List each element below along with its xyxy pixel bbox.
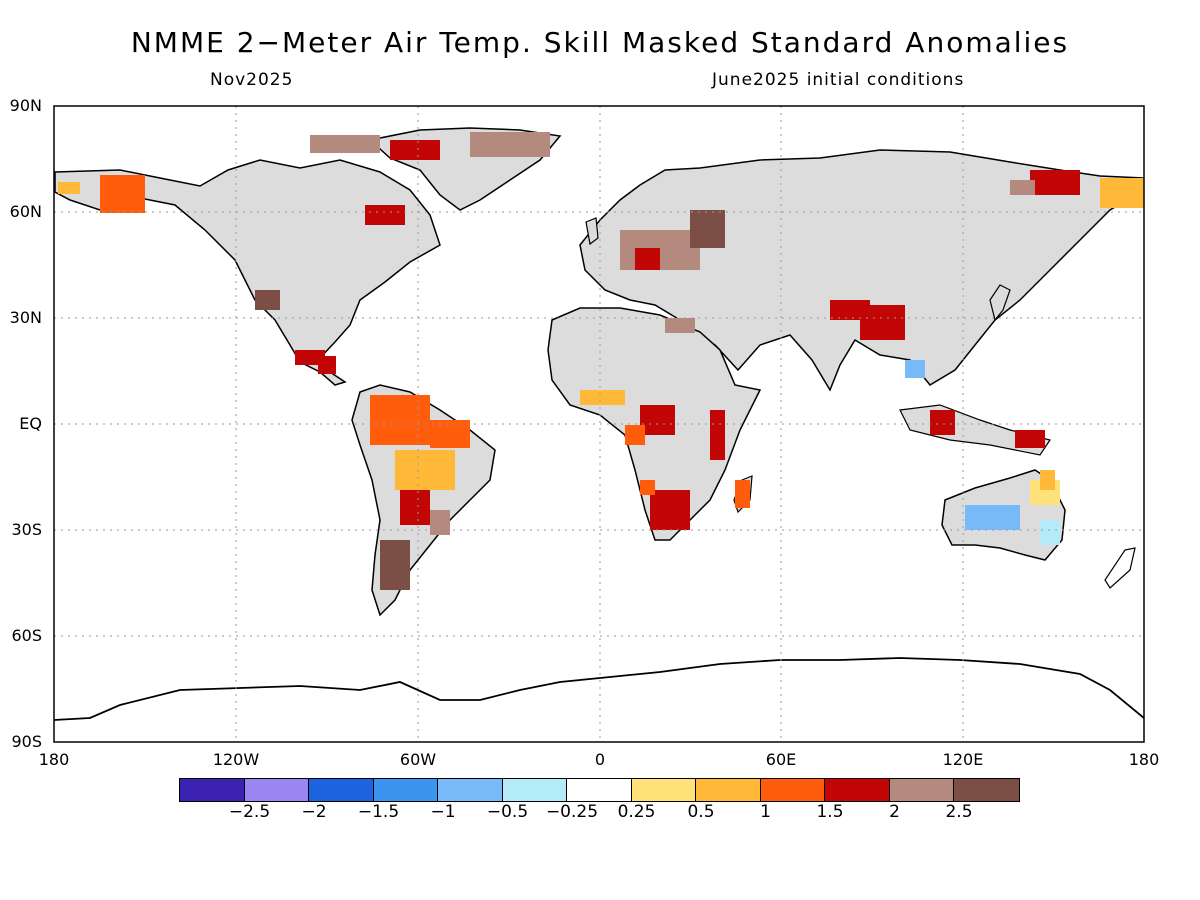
colorbar-swatch [438, 779, 503, 801]
lon-label-120e: 120E [942, 750, 984, 769]
colorbar-swatch [373, 779, 438, 801]
lon-label-180e: 180 [1128, 750, 1160, 769]
colorbar-tick-label: 1.5 [816, 802, 844, 822]
lat-label-90s: 90S [11, 732, 42, 751]
lat-label-60n: 60N [9, 202, 42, 221]
japan-land [989, 284, 1011, 322]
lon-label-60w: 60W [399, 750, 437, 769]
lon-label-120w: 120W [212, 750, 260, 769]
colorbar-tick-label: 2.5 [945, 802, 973, 822]
colorbar-swatch [760, 779, 825, 801]
colorbar-swatch [954, 779, 1019, 801]
colorbar-tick-label: −0.25 [545, 802, 599, 822]
land-layer [54, 106, 1144, 742]
colorbar-tick-label: −2.5 [228, 802, 271, 822]
colorbar-swatch [180, 779, 245, 801]
lat-label-60s: 60S [11, 626, 42, 645]
colorbar-swatch [244, 779, 309, 801]
colorbar-tick-label: −1 [430, 802, 456, 822]
colorbar-tick-label: −0.5 [486, 802, 529, 822]
initial-conditions: June2025 initial conditions [712, 70, 965, 90]
colorbar-swatch [825, 779, 890, 801]
lat-label-30n: 30N [9, 308, 42, 327]
colorbar-tick-label: 0.25 [617, 802, 656, 822]
lon-label-0: 0 [594, 750, 606, 769]
lat-label-30s: 30S [11, 520, 42, 539]
lon-label-180w: 180 [38, 750, 70, 769]
colorbar-swatch [696, 779, 761, 801]
colorbar-tick-label: 1 [760, 802, 771, 822]
colorbar-swatch [502, 779, 567, 801]
north-america-land [54, 159, 441, 386]
new-zealand-land [1104, 547, 1136, 589]
lon-label-60e: 60E [765, 750, 797, 769]
antarctica-coast [54, 657, 1144, 721]
colorbar-tick-label: −1.5 [357, 802, 400, 822]
map-frame [53, 105, 1145, 743]
forecast-month: Nov2025 [210, 70, 294, 90]
lat-label-eq: EQ [19, 414, 42, 433]
lat-label-90n: 90N [9, 96, 42, 115]
colorbar-swatch [631, 779, 696, 801]
colorbar [179, 778, 1020, 802]
colorbar-tick-label: 0.5 [687, 802, 715, 822]
colorbar-tick-label: 2 [889, 802, 900, 822]
colorbar-tick-label: −2 [301, 802, 327, 822]
colorbar-swatch [567, 779, 632, 801]
colorbar-swatch [309, 779, 374, 801]
graticule [54, 106, 1144, 742]
chart-title: NMME 2−Meter Air Temp. Skill Masked Stan… [130, 26, 1070, 59]
colorbar-swatch [889, 779, 954, 801]
uk-land [585, 217, 599, 246]
anomaly-patches [58, 132, 1144, 590]
